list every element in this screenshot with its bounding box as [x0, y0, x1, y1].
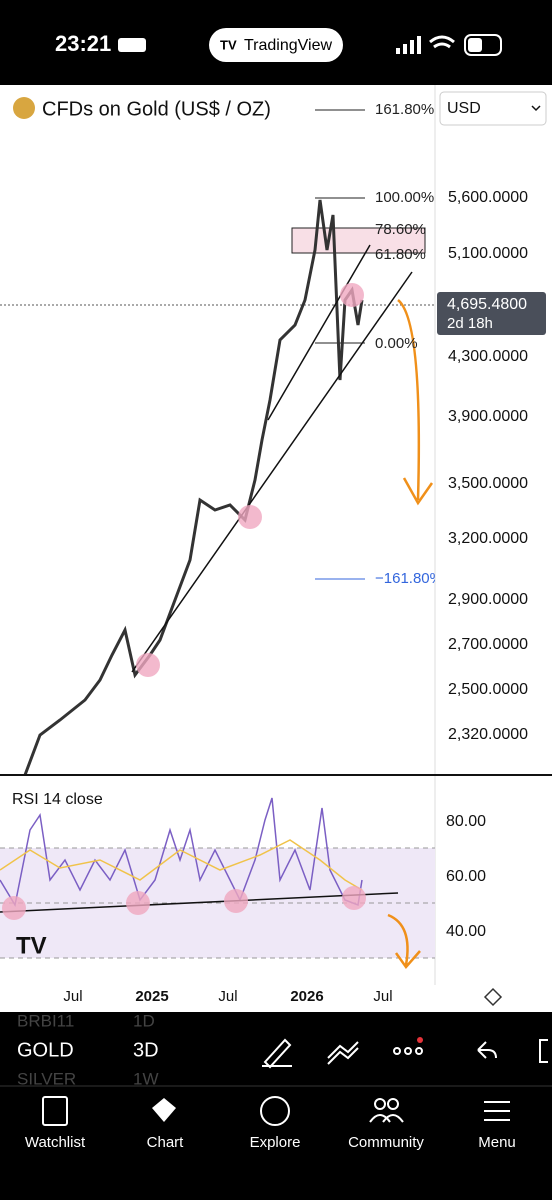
app-badge [209, 28, 343, 62]
clock: 23:21 [55, 31, 111, 56]
app-badge-text: TradingView [244, 37, 332, 54]
currency-dropdown[interactable] [439, 91, 547, 126]
price-tick-label: 2,900.0000 [448, 591, 528, 608]
time-tick-label: Jul [63, 988, 82, 1005]
time-tick-label: 2026 [290, 988, 323, 1005]
price-tick-label: 3,200.0000 [448, 530, 528, 547]
symbol-option[interactable]: BRBI11 [17, 1011, 74, 1030]
fib-label: 161.80% [375, 101, 434, 118]
watermark: TV [16, 932, 47, 959]
settings-icon[interactable] [483, 987, 503, 1007]
projection-arrow [397, 299, 434, 506]
fib-label: 78.60% [375, 221, 426, 238]
tab-label[interactable]: Community [348, 1134, 424, 1151]
symbol-option[interactable]: GOLD [17, 1039, 74, 1061]
price-tick-label: 3,900.0000 [448, 408, 528, 425]
rsi-tick-label: 60.00 [446, 868, 486, 885]
community-icon [369, 1098, 404, 1123]
battery-level [468, 38, 482, 52]
sleep-icon [118, 38, 146, 52]
tab-label[interactable]: Chart [147, 1134, 185, 1151]
touch-marker [136, 653, 160, 677]
trendline [267, 244, 371, 421]
time-tick-label: Jul [373, 988, 392, 1005]
fib-label: −161.80% [375, 570, 443, 587]
symbol-title: CFDs on Gold (US$ / OZ) [42, 98, 271, 120]
menu-icon [484, 1101, 510, 1121]
signal-icon [396, 36, 421, 54]
price-tick-label: 4,300.0000 [448, 348, 528, 365]
draw-tool[interactable] [262, 1038, 292, 1069]
rsi-line [0, 797, 363, 908]
undo-button[interactable] [477, 1041, 497, 1059]
rsi-arrow [387, 913, 421, 970]
price-tick-label: 5,100.0000 [448, 245, 528, 262]
interval-option[interactable]: 1W [133, 1069, 159, 1088]
price-tick-label: 2,320.0000 [448, 726, 528, 743]
rsi-trendline [0, 892, 399, 913]
dropdown-caret [531, 105, 541, 112]
price-tick-label: 2,700.0000 [448, 636, 528, 653]
symbol-option[interactable]: SILVER [17, 1069, 76, 1088]
time-tick-label: Jul [218, 988, 237, 1005]
trendline [131, 271, 413, 673]
fib-label: 100.00% [375, 189, 434, 206]
price-tick-label: 5,600.0000 [448, 189, 528, 206]
rsi-tick-label: 40.00 [446, 923, 486, 940]
tv-logo: TV [220, 37, 237, 52]
explore-icon [260, 1096, 290, 1126]
indicator-tool[interactable] [327, 1041, 359, 1065]
rsi-ma [0, 839, 363, 891]
fib-label: 61.80% [375, 246, 426, 263]
current-price: 4,695.4800 [447, 296, 527, 313]
fib-label: 0.00% [375, 335, 418, 352]
time-tick-label: 2025 [135, 988, 168, 1005]
price-plot [0, 109, 435, 775]
rsi-tick-label: 80.00 [446, 813, 486, 830]
touch-marker [238, 505, 262, 529]
touch-marker [340, 283, 364, 307]
battery-icon [464, 34, 502, 56]
tab-bar [0, 1085, 552, 1200]
tab-label[interactable]: Menu [478, 1134, 516, 1151]
symbol-icon [13, 97, 35, 119]
interval-option[interactable]: 1D [133, 1011, 155, 1030]
current-price-box [437, 292, 546, 335]
chart-icon [152, 1098, 176, 1122]
price-tick-label: 3,500.0000 [448, 475, 528, 492]
wifi-icon [429, 35, 455, 49]
rsi-markers [2, 886, 366, 920]
more-tool[interactable] [393, 1047, 423, 1055]
price-tick-label: 2,500.0000 [448, 681, 528, 698]
notification-dot [417, 1037, 423, 1043]
rsi-title: RSI 14 close [12, 791, 103, 808]
currency-label: USD [447, 100, 481, 117]
countdown: 2d 18h [447, 315, 493, 332]
watchlist-icon [42, 1096, 68, 1126]
tab-label[interactable]: Explore [250, 1134, 301, 1151]
fullscreen-button[interactable] [539, 1039, 548, 1063]
interval-option[interactable]: 3D [133, 1039, 159, 1061]
tab-label[interactable]: Watchlist [25, 1134, 86, 1151]
